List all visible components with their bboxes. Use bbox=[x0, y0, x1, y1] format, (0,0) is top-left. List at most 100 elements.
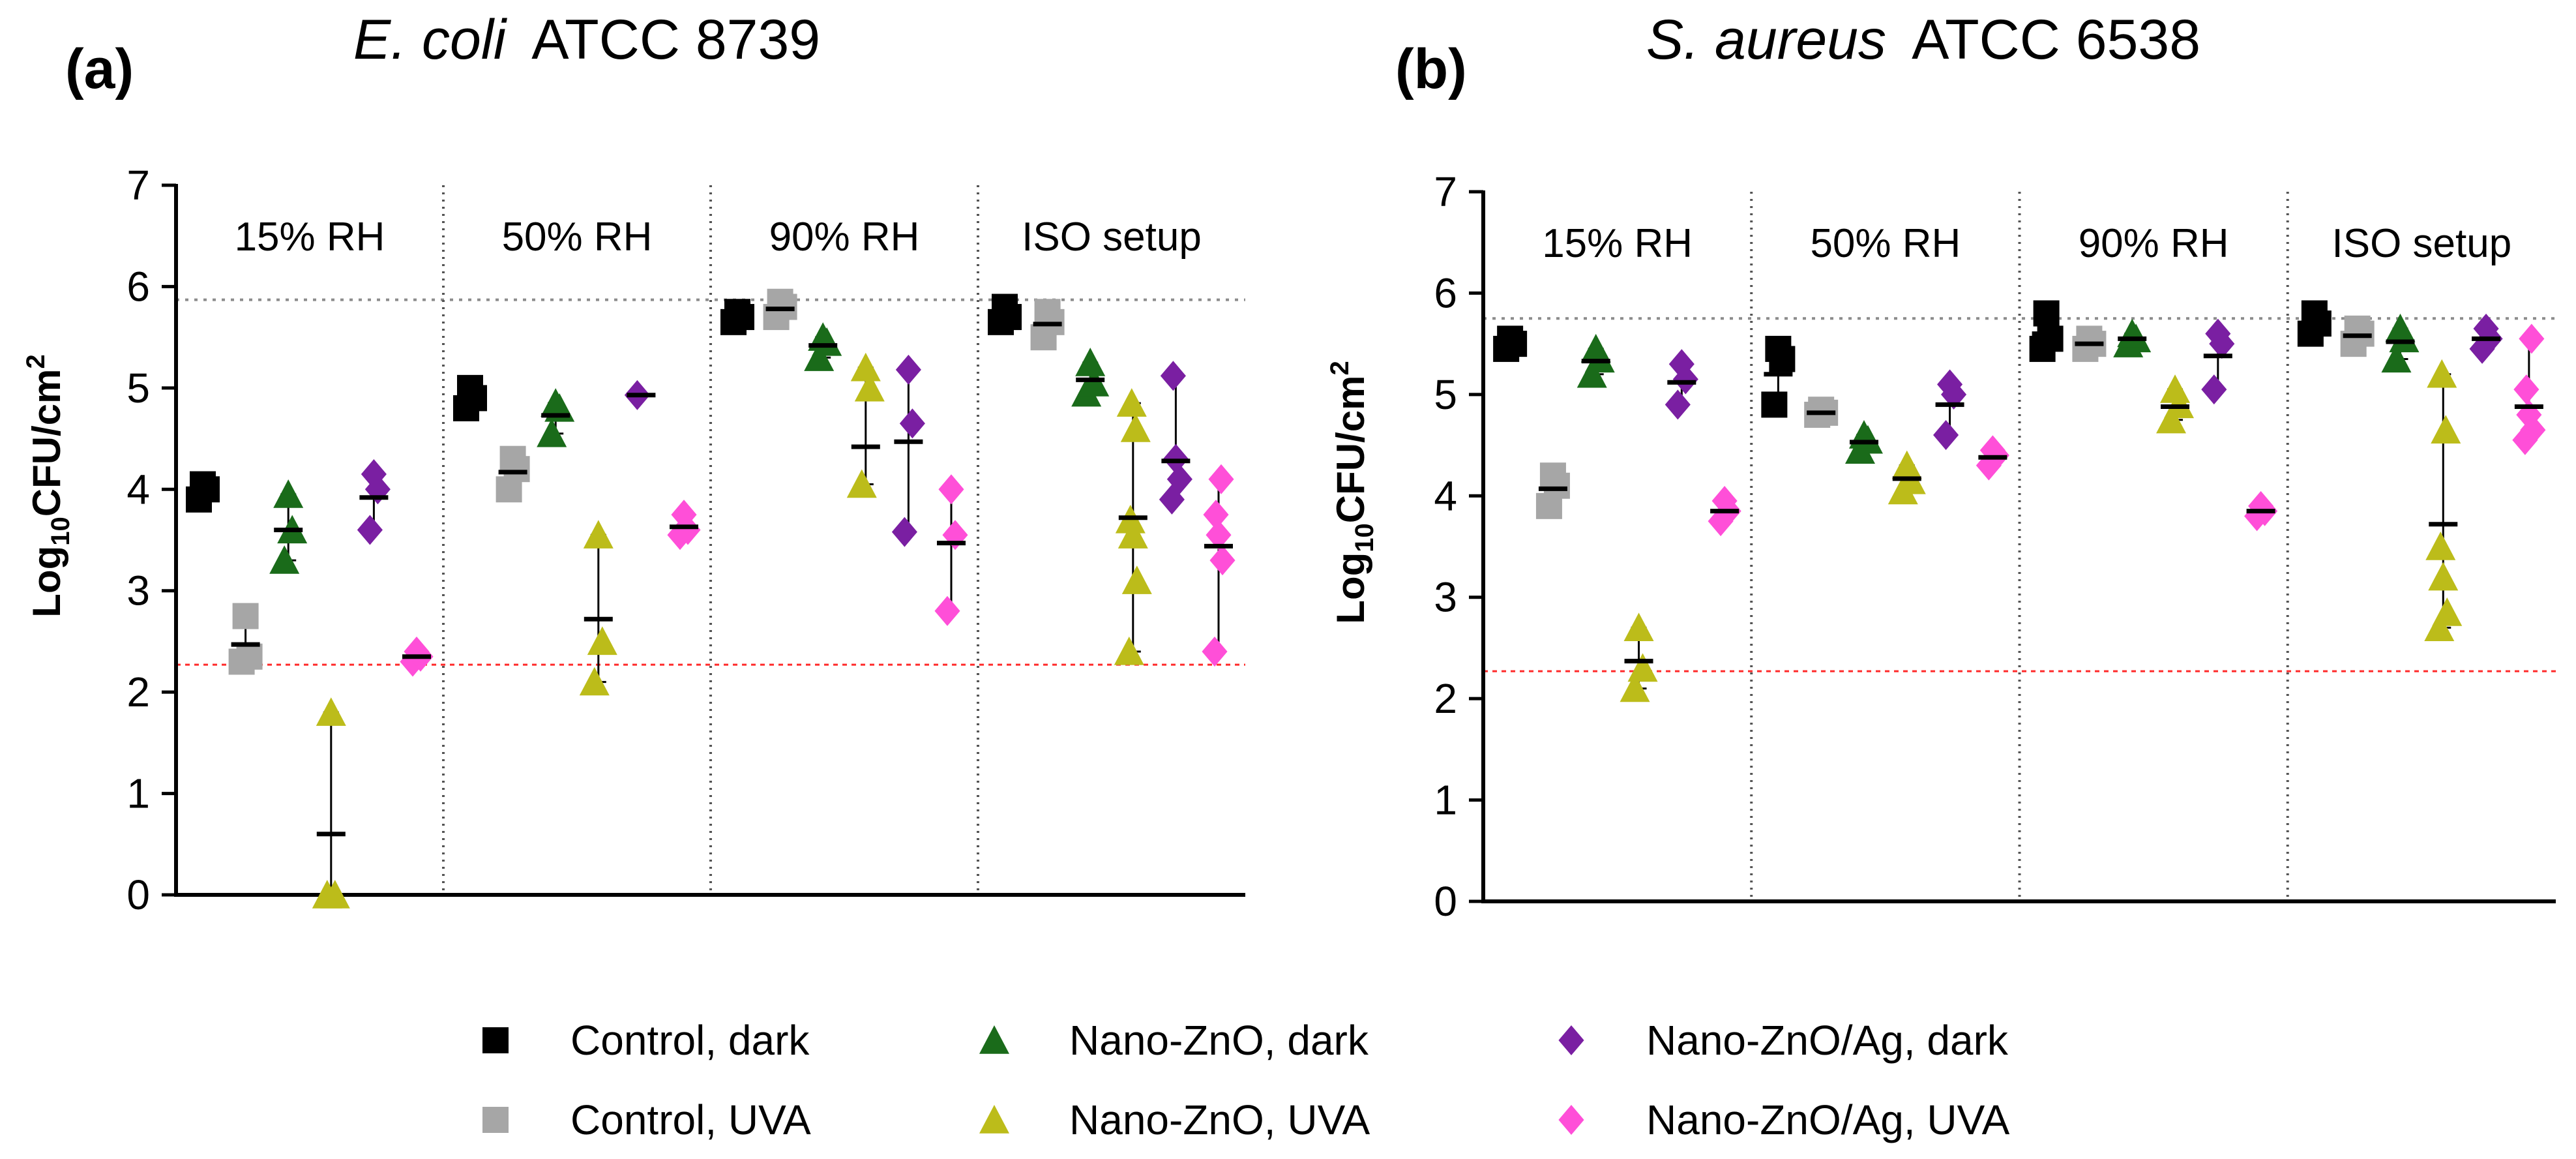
data-point bbox=[1711, 486, 1738, 517]
data-point bbox=[316, 697, 346, 726]
data-point bbox=[1079, 368, 1110, 397]
legend-item: Nano-ZnO, dark bbox=[979, 1017, 1369, 1064]
group-label: ISO setup bbox=[1022, 215, 1202, 260]
y-tick-label: 0 bbox=[126, 871, 150, 918]
panel-label: (a) bbox=[65, 38, 134, 100]
data-point bbox=[579, 667, 610, 696]
y-tick-label: 2 bbox=[126, 669, 150, 715]
data-point bbox=[1166, 464, 1192, 494]
data-point bbox=[2469, 333, 2495, 364]
data-point bbox=[2381, 344, 2412, 373]
data-point bbox=[1116, 388, 1147, 417]
data-point bbox=[938, 474, 964, 505]
data-point bbox=[846, 469, 877, 498]
data-point bbox=[1937, 369, 1963, 400]
data-point bbox=[540, 388, 571, 417]
data-point bbox=[1672, 364, 1698, 395]
legend-marker bbox=[482, 1107, 509, 1133]
data-point bbox=[850, 352, 881, 382]
data-point bbox=[319, 880, 350, 909]
data-point bbox=[1114, 636, 1144, 665]
ylabel-unit: CFU/cm bbox=[1329, 376, 1372, 524]
data-point bbox=[1034, 299, 1061, 325]
group-label: 15% RH bbox=[235, 215, 385, 260]
data-point bbox=[1620, 673, 1650, 702]
y-tick-label: 3 bbox=[126, 567, 150, 614]
legend-item: Nano-ZnO/Ag, UVA bbox=[1558, 1096, 2010, 1143]
data-point bbox=[2248, 490, 2274, 521]
legend-label: Control, UVA bbox=[570, 1096, 811, 1143]
legend-label: Control, dark bbox=[570, 1017, 810, 1064]
data-point bbox=[1209, 545, 1236, 576]
legend-item: Control, dark bbox=[482, 1017, 810, 1064]
data-point bbox=[2037, 325, 2064, 352]
ylabel-sub: 10 bbox=[1350, 523, 1379, 552]
data-point bbox=[2432, 597, 2463, 626]
data-point bbox=[537, 418, 567, 447]
data-point bbox=[236, 643, 263, 670]
data-point bbox=[1539, 462, 1566, 489]
data-point bbox=[942, 520, 968, 550]
panel-label: (b) bbox=[1395, 38, 1467, 100]
data-point bbox=[934, 595, 960, 626]
group-label: 15% RH bbox=[1542, 221, 1693, 266]
data-point bbox=[2431, 415, 2461, 444]
group-label: 90% RH bbox=[2079, 221, 2229, 266]
data-point bbox=[2117, 318, 2148, 348]
data-point bbox=[1580, 333, 1611, 363]
data-point bbox=[583, 520, 614, 549]
data-point bbox=[1765, 335, 1792, 362]
data-point bbox=[2164, 389, 2195, 419]
y-tick-label: 2 bbox=[1434, 675, 1457, 722]
data-point bbox=[2513, 374, 2539, 405]
data-point bbox=[2428, 562, 2459, 591]
ylabel-log: Log bbox=[1329, 552, 1372, 624]
data-point bbox=[671, 500, 697, 530]
data-point bbox=[357, 515, 383, 545]
legend-label: Nano-ZnO, dark bbox=[1069, 1017, 1369, 1064]
panel-a: (a) E. coli ATCC 8739 Log10CFU/cm2 15% R… bbox=[22, 8, 1245, 918]
data-point bbox=[404, 636, 430, 667]
legend-label: Nano-ZnO/Ag, UVA bbox=[1646, 1096, 2010, 1143]
legend-marker bbox=[1558, 1105, 1584, 1135]
legend-label: Nano-ZnO, UVA bbox=[1069, 1096, 1370, 1143]
data-point bbox=[1202, 636, 1228, 667]
legend-label: Nano-ZnO/Ag, dark bbox=[1646, 1017, 2009, 1064]
data-point bbox=[1203, 500, 1229, 530]
y-tick-label: 7 bbox=[1434, 168, 1457, 215]
title-species: E. coli bbox=[353, 8, 508, 71]
ylabel-sup: 2 bbox=[22, 354, 50, 369]
title-strain: ATCC 8739 bbox=[531, 8, 820, 71]
ylabel-sup: 2 bbox=[1325, 361, 1354, 375]
ylabel-unit: CFU/cm bbox=[25, 369, 68, 517]
legend-item: Control, UVA bbox=[482, 1096, 811, 1143]
y-axis-label: Log10CFU/cm2 bbox=[22, 354, 75, 617]
data-point bbox=[1808, 397, 1835, 423]
legend-marker bbox=[979, 1105, 1009, 1134]
data-point bbox=[1668, 349, 1695, 380]
data-point bbox=[587, 626, 617, 655]
group-label: 50% RH bbox=[1810, 221, 1961, 266]
title-strain: ATCC 6538 bbox=[1912, 8, 2200, 71]
data-point bbox=[2424, 612, 2455, 642]
data-point bbox=[1891, 450, 1922, 479]
legend-item: Nano-ZnO/Ag, dark bbox=[1558, 1017, 2009, 1064]
y-axis-label: Log10CFU/cm2 bbox=[1325, 361, 1379, 624]
data-point bbox=[2160, 374, 2191, 403]
y-tick-label: 1 bbox=[126, 770, 150, 817]
data-point bbox=[899, 408, 925, 439]
data-point bbox=[1627, 653, 1658, 682]
data-point bbox=[2076, 325, 2103, 352]
legend-marker bbox=[979, 1025, 1009, 1054]
data-point bbox=[2385, 313, 2416, 342]
group-label: 50% RH bbox=[502, 215, 653, 260]
y-tick-label: 4 bbox=[126, 466, 150, 513]
data-point bbox=[804, 342, 835, 371]
chart-title: S. aureus ATCC 6538 bbox=[1646, 8, 2200, 71]
data-point bbox=[1623, 612, 1654, 642]
data-point bbox=[269, 545, 300, 574]
group-label: 90% RH bbox=[769, 215, 920, 260]
data-point bbox=[232, 603, 259, 629]
group-label: ISO setup bbox=[2332, 221, 2512, 266]
data-point bbox=[499, 445, 526, 472]
